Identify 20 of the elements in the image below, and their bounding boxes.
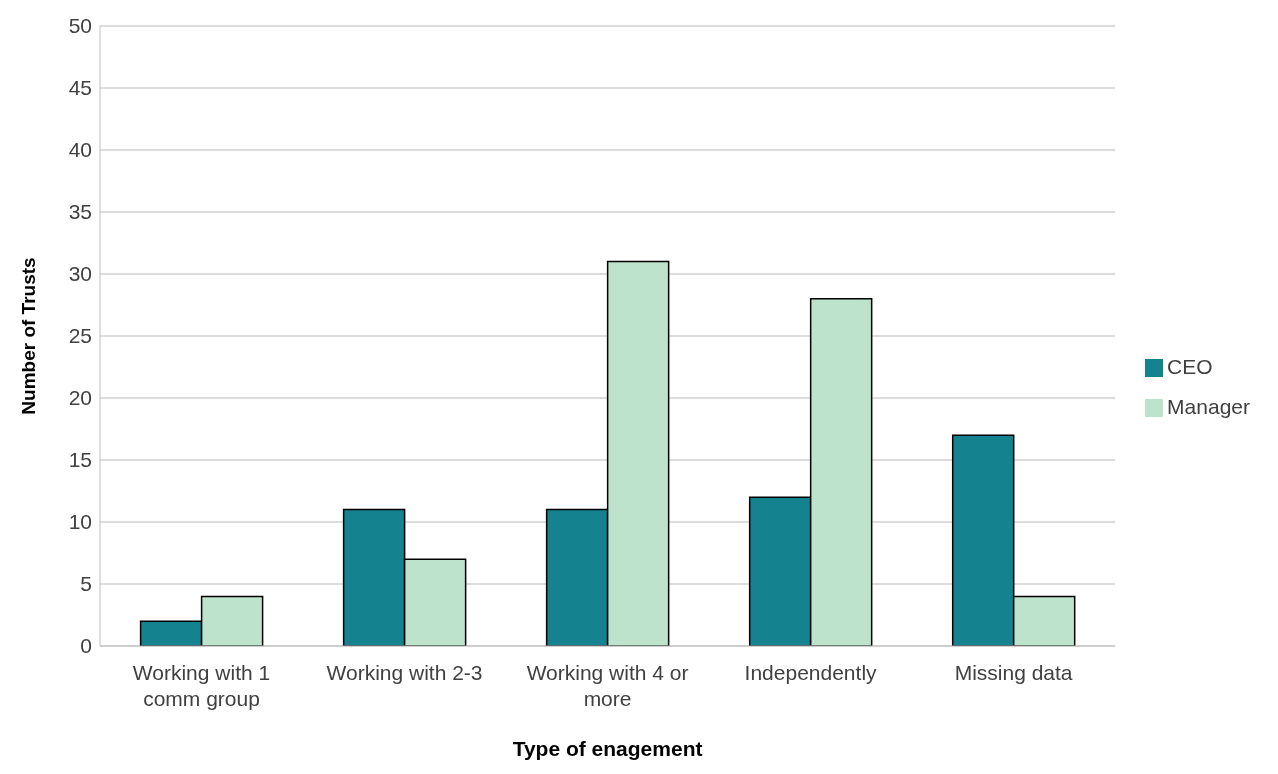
x-tick-label: Independently <box>744 661 878 684</box>
y-tick-label: 30 <box>68 262 92 286</box>
y-tick-label: 20 <box>68 386 92 410</box>
x-axis-title: Type of enagement <box>512 737 703 760</box>
legend-label: Manager <box>1167 395 1250 418</box>
x-tick-label: Missing data <box>954 661 1073 684</box>
x-tick-label: Working with 2-3 <box>326 661 483 684</box>
y-tick-label: 40 <box>68 138 92 162</box>
y-tick-label: 35 <box>68 200 92 224</box>
legend-label: CEO <box>1167 355 1213 378</box>
y-tick-label: 5 <box>80 572 92 596</box>
y-tick-label: 0 <box>80 634 92 658</box>
x-tick-label: Working with 4 or more <box>526 661 689 710</box>
y-tick-label: 15 <box>68 448 92 472</box>
y-tick-label: 50 <box>68 14 92 38</box>
y-axis-title: Number of Trusts <box>17 257 39 415</box>
y-tick-label: 10 <box>68 510 92 534</box>
y-tick-label: 45 <box>68 76 92 100</box>
x-tick-label: Working with 1 comm group <box>132 661 271 710</box>
y-tick-label: 25 <box>68 324 92 348</box>
